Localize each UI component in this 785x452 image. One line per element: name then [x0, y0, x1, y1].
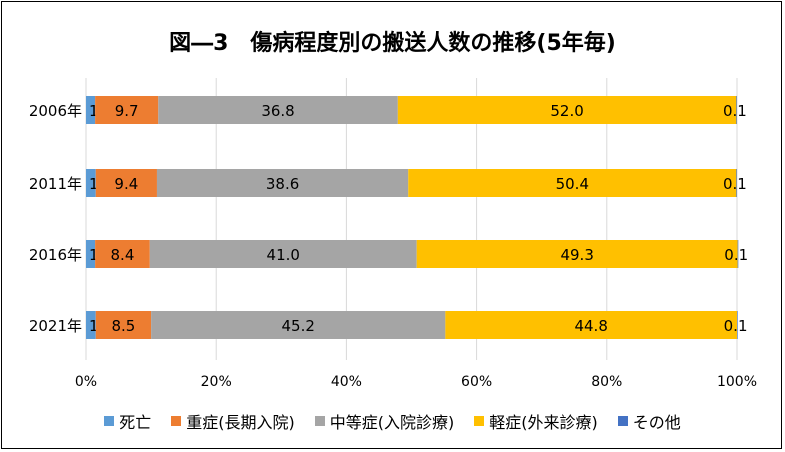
bar-segment [86, 96, 96, 124]
bar-segment [95, 96, 159, 124]
bar-segment [95, 311, 152, 339]
bar-segment [151, 311, 446, 339]
data-label: 9.7 [115, 102, 139, 120]
data-label: 52.0 [550, 102, 583, 120]
bar-segment [95, 169, 157, 197]
legend-label: その他 [632, 413, 681, 432]
data-label: 41.0 [267, 246, 300, 264]
category-label: 2011年 [29, 175, 82, 193]
data-label: 8.5 [112, 317, 136, 335]
x-tick-label: 0% [75, 374, 97, 390]
data-label: 0.1 [724, 246, 748, 264]
bar-segment [737, 311, 738, 339]
data-label: 8.4 [111, 246, 135, 264]
category-label: 2016年 [29, 246, 82, 264]
legend-item: 重症(長期入院) [171, 409, 295, 433]
bar-segment [86, 240, 96, 268]
x-tick-label: 100% [717, 374, 757, 390]
plot-area: 0%20%40%60%80%100%1.49.736.852.00.12006年… [29, 78, 757, 390]
bar-segment [86, 311, 96, 339]
category-label: 2006年 [29, 102, 82, 120]
bar-segment [156, 169, 409, 197]
legend-label: 死亡 [119, 413, 152, 432]
data-label: 38.6 [266, 175, 299, 193]
data-label: 0.1 [724, 317, 748, 335]
legend-swatch [104, 416, 115, 426]
data-label: 44.8 [574, 317, 607, 335]
legend-item: 軽症(外来診療) [474, 409, 598, 433]
bar-segment [149, 240, 417, 268]
legend-item: 中等症(入院診療) [314, 409, 455, 433]
bar-segment [95, 240, 150, 268]
legend-swatch [617, 416, 628, 426]
x-tick-label: 80% [591, 374, 622, 390]
x-tick-label: 40% [331, 374, 362, 390]
bar-segment [737, 240, 739, 268]
chart-title: 図―3 傷病程度別の搬送人数の推移(5年毎) [169, 31, 616, 56]
x-tick-label: 60% [461, 374, 492, 390]
legend-label: 軽症(外来診療) [489, 413, 598, 432]
bar-segment [397, 96, 737, 124]
legend-swatch [314, 416, 325, 426]
legend-label: 中等症(入院診療) [329, 413, 455, 432]
x-tick-label: 20% [201, 374, 232, 390]
legend-swatch [171, 416, 182, 426]
bar-segment [736, 169, 737, 197]
data-label: 0.1 [723, 102, 747, 120]
bar-segment [736, 96, 737, 124]
data-label: 45.2 [282, 317, 315, 335]
legend-label: 重症(長期入院) [186, 413, 295, 432]
data-label: 36.8 [261, 102, 294, 120]
bar-segment [158, 96, 398, 124]
legend: 死亡 重症(長期入院) 中等症(入院診療) 軽症(外来診療) その他 [0, 408, 785, 434]
bar-segment [445, 311, 737, 339]
bar-segment [408, 169, 737, 197]
data-label: 9.4 [114, 175, 138, 193]
data-label: 50.4 [556, 175, 589, 193]
data-label: 49.3 [560, 246, 593, 264]
category-label: 2021年 [29, 317, 82, 335]
bar-segment [86, 169, 96, 197]
data-label: 0.1 [723, 175, 747, 193]
legend-item: その他 [617, 409, 681, 433]
legend-swatch [474, 416, 485, 426]
bar-segment [416, 240, 738, 268]
legend-item: 死亡 [104, 409, 151, 433]
